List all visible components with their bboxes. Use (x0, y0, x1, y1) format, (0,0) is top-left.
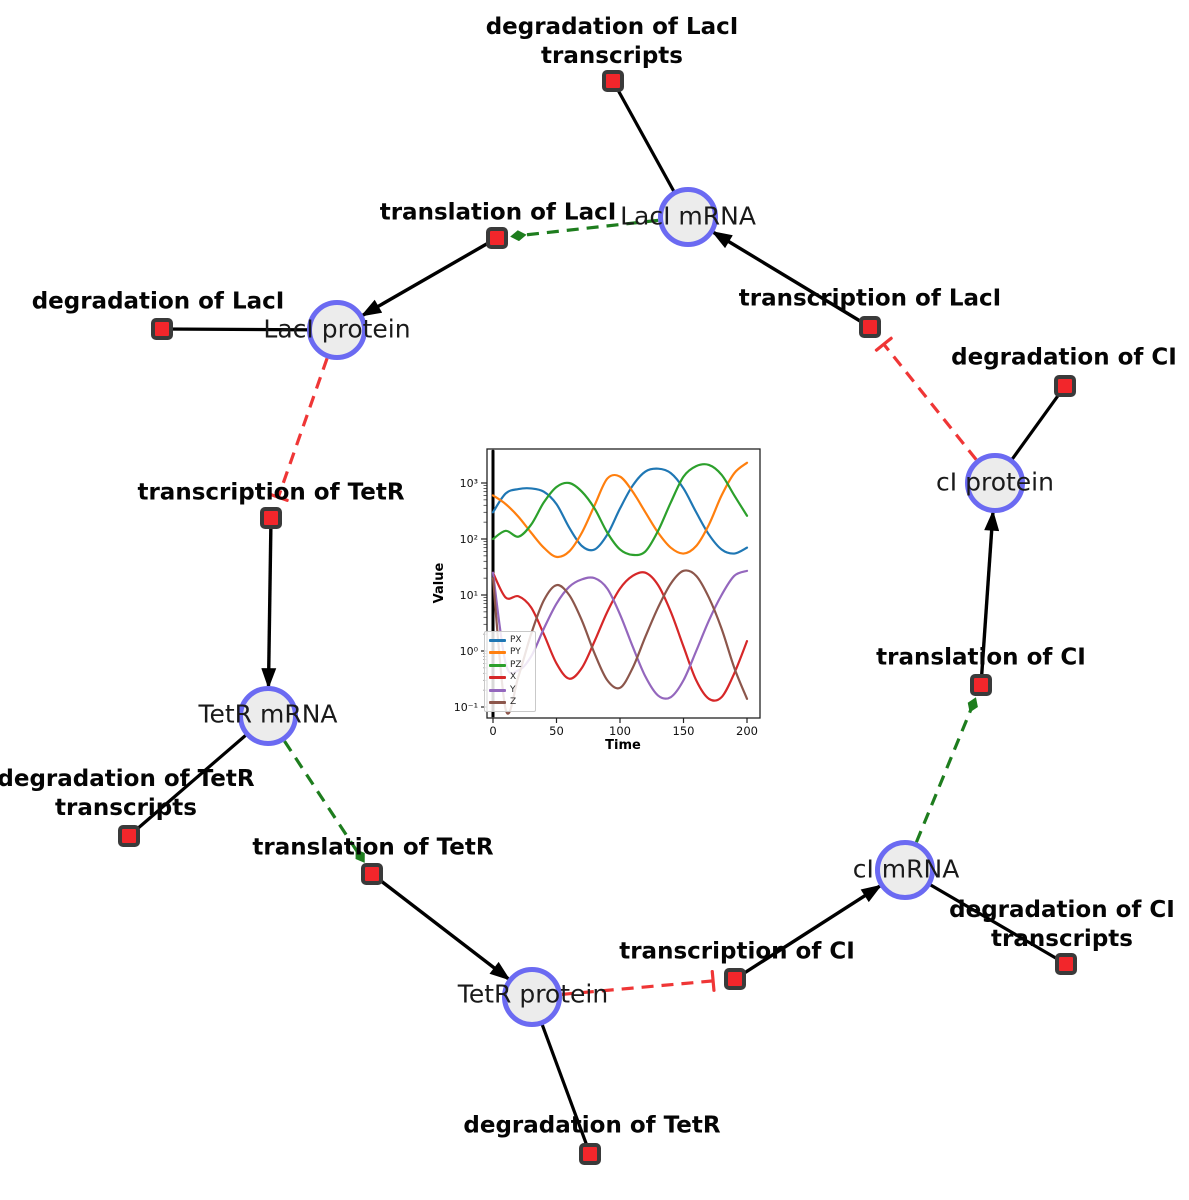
reaction-label-degradation-ci-transcripts: degradation of CI transcripts (949, 897, 1175, 952)
species-node-tetr-mrna[interactable] (238, 686, 298, 746)
legend-label: Z (510, 697, 517, 707)
edge-translation-tetr-to-tetr-protein (370, 872, 511, 981)
species-label-tetr-protein: TetR protein (457, 979, 609, 1009)
y-axis-title: Value (432, 562, 447, 603)
edge-translation-laci-to-laci-protein (360, 236, 498, 317)
reaction-node-transcription-laci[interactable] (859, 316, 881, 338)
reaction-label-transcription-ci: transcription of CI (619, 938, 855, 965)
reaction-label-transcription-laci: transcription of LacI (738, 285, 1002, 312)
edge-ci-mrna-to-degradation-transcripts (904, 868, 1067, 966)
legend-label: X (510, 672, 517, 682)
reaction-node-degradation-laci-transcripts[interactable] (602, 70, 624, 92)
svg-text:10⁰: 10⁰ (460, 645, 479, 658)
legend-swatch (489, 701, 506, 704)
reaction-label-translation-ci: translation of CI (876, 644, 1086, 671)
species-node-laci-protein[interactable] (307, 300, 367, 360)
reaction-label-transcription-tetr: transcription of TetR (137, 479, 405, 506)
reaction-label-translation-laci: translation of LacI (379, 199, 617, 226)
species-label-laci-mrna: LacI mRNA (620, 201, 756, 231)
legend-label: Y (510, 684, 516, 695)
legend-swatch (489, 638, 506, 642)
x-axis-title: Time (605, 738, 641, 753)
legend-item-px: PX (489, 635, 531, 645)
reaction-node-translation-ci[interactable] (970, 674, 992, 696)
reaction-node-degradation-laci[interactable] (151, 318, 173, 340)
svg-text:100: 100 (609, 724, 631, 738)
legend-item-y: Y (489, 685, 531, 695)
svg-text:10¹: 10¹ (460, 589, 478, 602)
edge-transcription-ci-to-ci-mrna (734, 884, 883, 981)
reaction-label-degradation-ci: degradation of CI (951, 344, 1177, 371)
edge-ci-protein-inhibits-transcription-laci (874, 336, 978, 461)
legend-item-z: Z (489, 698, 531, 708)
reaction-node-transcription-tetr[interactable] (260, 507, 282, 529)
legend-item-x: X (489, 673, 531, 683)
species-label-ci-protein: cI protein (936, 467, 1054, 497)
svg-text:50: 50 (549, 724, 564, 738)
legend-label: PX (510, 634, 522, 645)
species-label-ci-mrna: cI mRNA (852, 854, 960, 884)
edge-transcription-tetr-to-tetr-mrna (261, 517, 277, 689)
species-label-tetr-mrna: TetR mRNA (198, 699, 338, 729)
edge-transcription-laci-to-laci-mrna (711, 231, 871, 329)
svg-text:10³: 10³ (460, 477, 478, 490)
reaction-node-degradation-tetr-transcripts[interactable] (118, 825, 140, 847)
legend-item-py: PY (489, 648, 531, 658)
plot-legend: PX PY PZ X Y Z (484, 631, 536, 712)
reaction-node-translation-tetr[interactable] (361, 863, 383, 885)
edge-laci-protein-inhibits-transcription-tetr (267, 357, 329, 502)
reaction-node-degradation-tetr[interactable] (579, 1143, 601, 1165)
legend-label: PY (510, 647, 521, 657)
reaction-label-degradation-tetr-transcripts: degradation of TetR transcripts (0, 766, 255, 821)
axis-ticks: 0 50 100 150 200 10⁻¹ 10⁰ 10¹ 10² 10³ (454, 477, 758, 738)
reaction-node-degradation-ci-transcripts[interactable] (1055, 953, 1077, 975)
svg-text:150: 150 (673, 724, 695, 738)
reaction-node-degradation-ci[interactable] (1054, 375, 1076, 397)
inset-plot: 0 50 100 150 200 10⁻¹ 10⁰ 10¹ 10² 10³ Time Value (432, 448, 761, 753)
species-node-ci-protein[interactable] (965, 453, 1025, 513)
species-node-laci-mrna[interactable] (658, 187, 718, 247)
reaction-node-translation-laci[interactable] (486, 227, 508, 249)
legend-label: PZ (510, 659, 522, 670)
species-node-ci-mrna[interactable] (875, 840, 935, 900)
species-label-laci-protein: LacI protein (263, 314, 411, 344)
edge-ci-mrna-modifies-translation (914, 697, 978, 843)
reaction-label-degradation-tetr: degradation of TetR (463, 1112, 721, 1139)
edge-laci-mrna-modifies-translation (510, 218, 659, 242)
legend-item-pz: PZ (489, 660, 531, 670)
reaction-node-transcription-ci[interactable] (724, 968, 746, 990)
edge-translation-ci-to-ci-protein (979, 510, 1000, 686)
legend-swatch (489, 651, 506, 654)
svg-text:0: 0 (489, 724, 496, 738)
legend-swatch (489, 688, 506, 692)
edge-tetr-mrna-modifies-translation (283, 740, 365, 863)
reaction-label-degradation-laci: degradation of LacI (31, 288, 285, 315)
legend-swatch (489, 676, 506, 679)
reaction-label-translation-tetr: translation of TetR (252, 834, 494, 861)
svg-text:10⁻¹: 10⁻¹ (454, 701, 478, 714)
species-node-tetr-protein[interactable] (502, 967, 562, 1027)
legend-swatch (489, 663, 506, 667)
svg-text:200: 200 (736, 724, 758, 738)
edge-tetr-protein-inhibits-transcription-ci (561, 969, 716, 996)
reaction-label-degradation-laci-transcripts: degradation of LacI transcripts (485, 14, 739, 69)
svg-text:10²: 10² (460, 533, 478, 546)
